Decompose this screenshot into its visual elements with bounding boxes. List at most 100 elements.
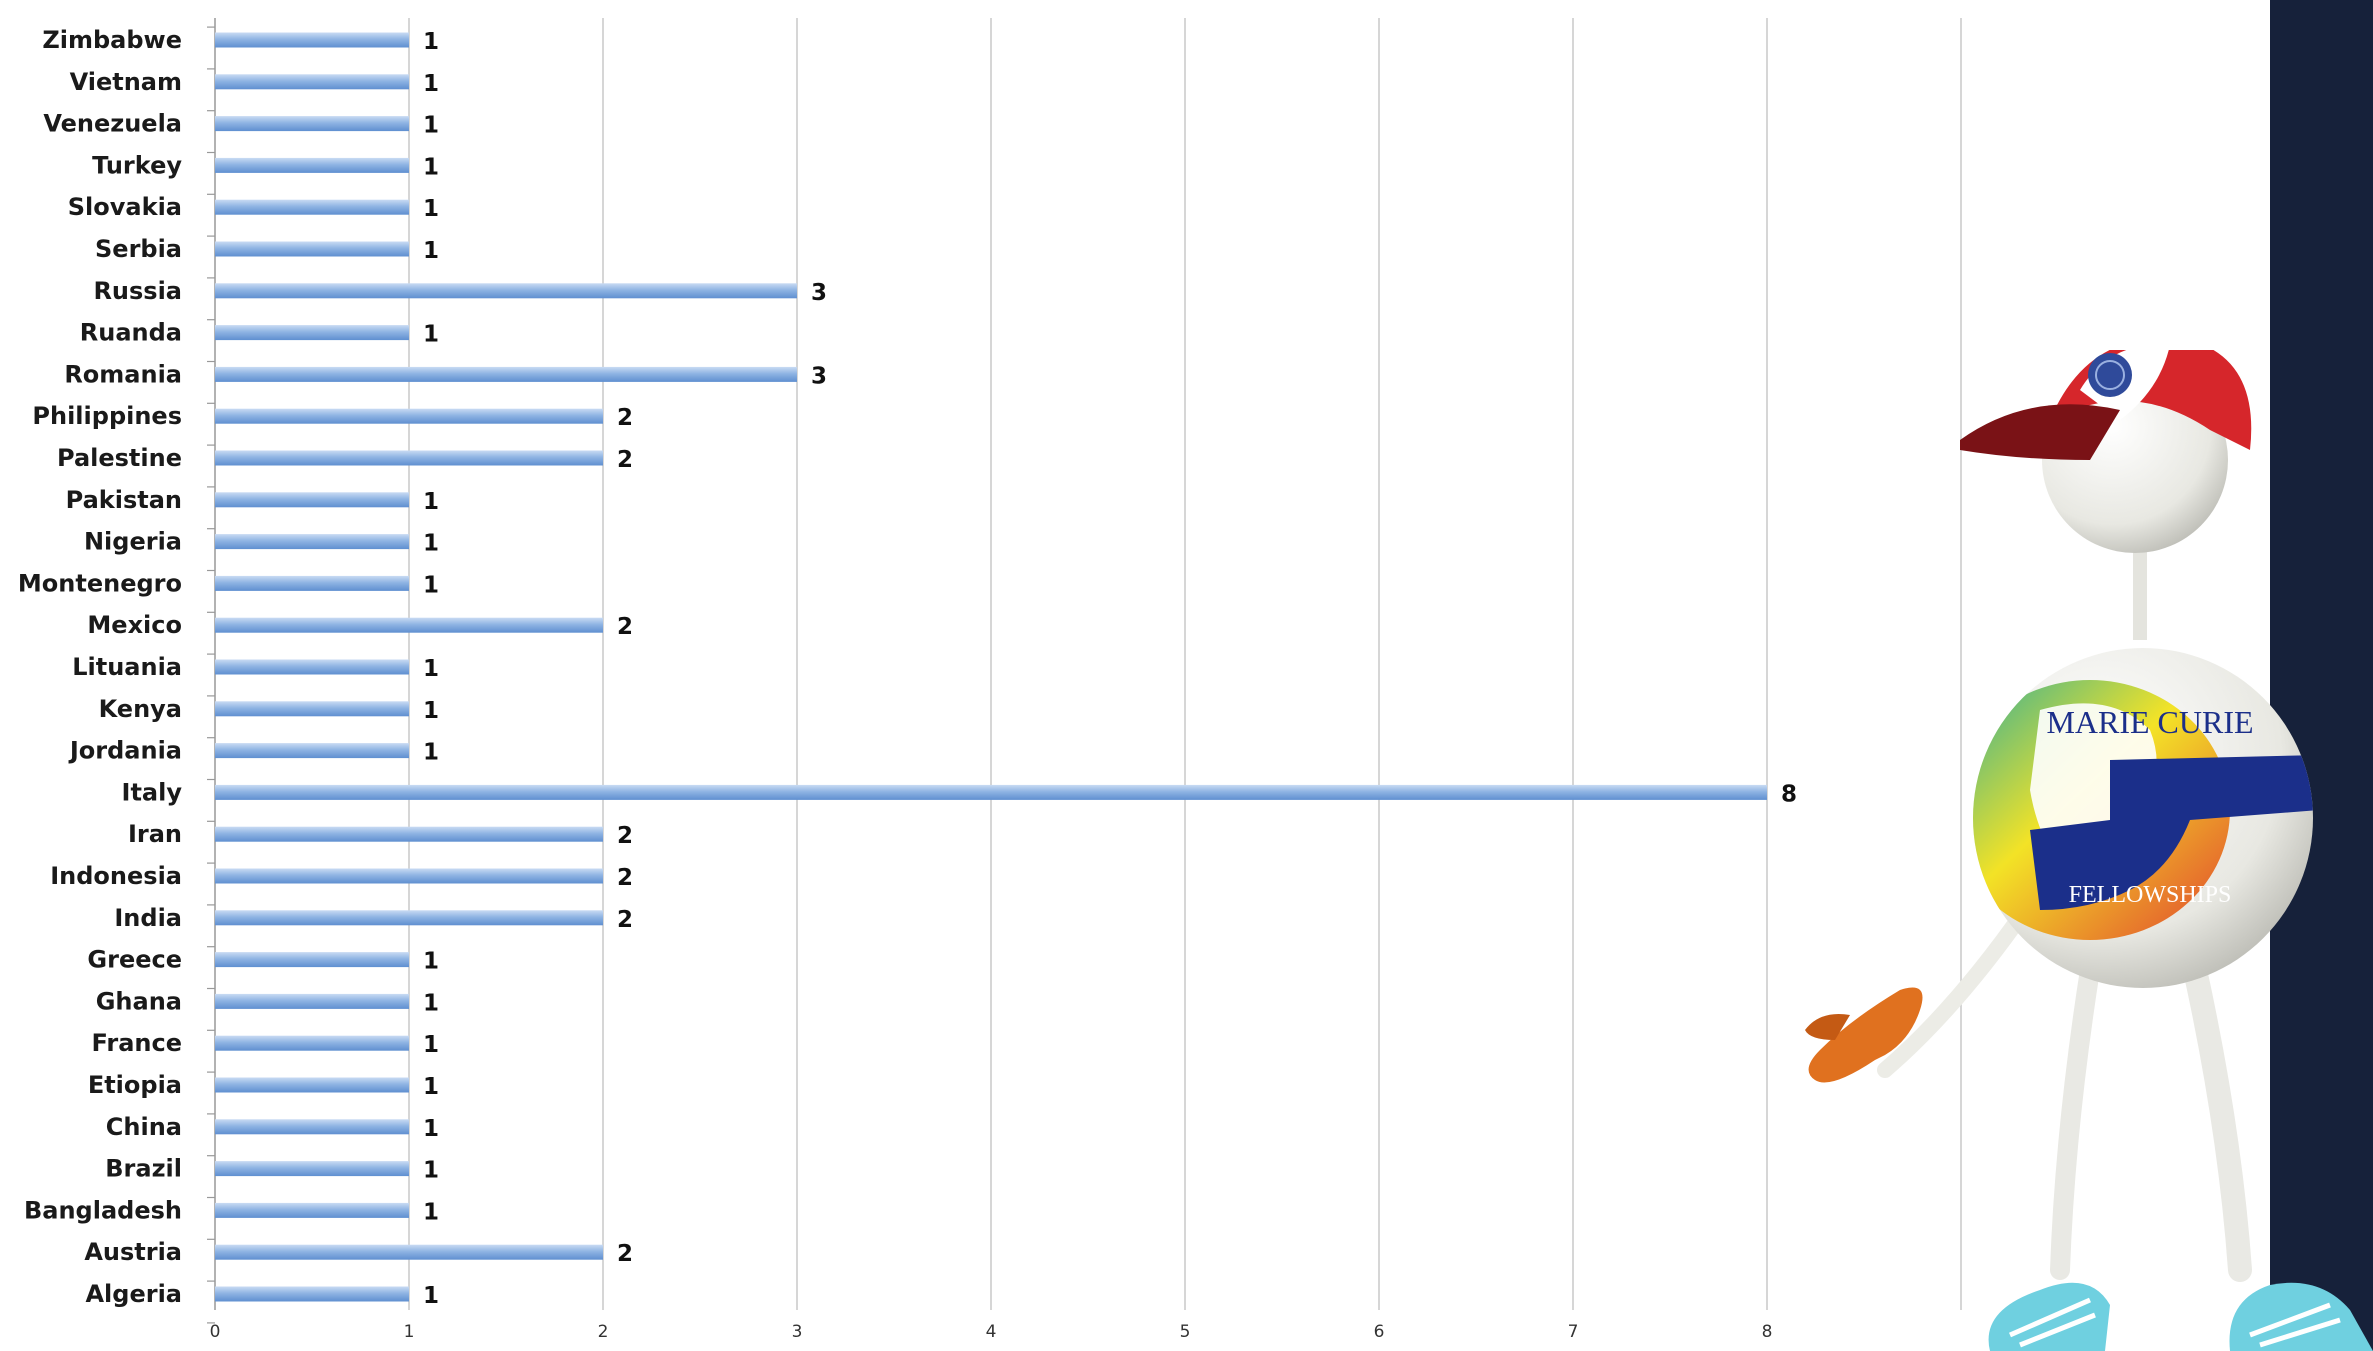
- value-label: 2: [617, 823, 633, 849]
- bar-vietnam: [215, 74, 409, 90]
- bar-venezuela: [215, 116, 409, 132]
- value-label: 1: [423, 1116, 439, 1142]
- bar-pakistan: [215, 492, 409, 508]
- bar-bangladesh: [215, 1202, 409, 1218]
- value-label: 1: [423, 1158, 439, 1184]
- x-tick-label: 7: [1568, 1322, 1579, 1342]
- x-tick-label: 3: [792, 1322, 803, 1342]
- category-label: Bangladesh: [24, 1196, 182, 1224]
- bar-montenegro: [215, 575, 409, 591]
- category-label: Philippines: [32, 402, 182, 430]
- bar-china: [215, 1119, 409, 1135]
- value-label: 1: [423, 1032, 439, 1058]
- value-label: 2: [617, 447, 633, 473]
- left-leg: [2050, 960, 2100, 1280]
- category-label: Zimbabwe: [42, 26, 182, 54]
- bar-etiopia: [215, 1077, 409, 1093]
- category-label: India: [114, 904, 182, 932]
- right-leg: [2183, 958, 2252, 1282]
- bar-slovakia: [215, 199, 409, 215]
- category-label: Russia: [93, 277, 182, 305]
- x-tick-label: 0: [210, 1322, 221, 1342]
- bar-france: [215, 1035, 409, 1051]
- bar-mexico: [215, 617, 603, 633]
- category-label: Greece: [87, 946, 182, 974]
- category-label: Kenya: [99, 695, 182, 723]
- left-arm: [1877, 902, 2033, 1078]
- category-label: Lituania: [72, 653, 182, 681]
- bar-indonesia: [215, 868, 603, 884]
- category-label: Austria: [84, 1238, 182, 1266]
- value-label: 1: [423, 238, 439, 264]
- value-label: 2: [617, 614, 633, 640]
- bar-india: [215, 910, 603, 926]
- value-label: 1: [423, 71, 439, 97]
- bar-brazil: [215, 1161, 409, 1177]
- bar-nigeria: [215, 534, 409, 550]
- value-label: 1: [423, 1074, 439, 1100]
- value-label: 2: [617, 1241, 633, 1267]
- category-label: Montenegro: [18, 569, 182, 597]
- value-label: 2: [617, 865, 633, 891]
- value-label: 1: [423, 29, 439, 55]
- value-label: 1: [423, 1283, 439, 1309]
- category-label: Ghana: [96, 987, 182, 1015]
- category-label: Nigeria: [84, 528, 182, 556]
- bar-zimbabwe: [215, 32, 409, 48]
- category-label: Mexico: [87, 611, 182, 639]
- logo-text-bottom: FELLOWSHIPS: [2069, 882, 2232, 908]
- category-label: Pakistan: [66, 486, 182, 514]
- bar-russia: [215, 283, 797, 299]
- cap-icon: [1960, 350, 2252, 460]
- value-label: 1: [423, 656, 439, 682]
- bar-romania: [215, 366, 797, 382]
- category-label: Turkey: [92, 151, 182, 179]
- x-tick-label: 2: [598, 1322, 609, 1342]
- mascot-figure: MARIE CURIE FELLOWSHIPS: [1805, 350, 2373, 1351]
- bar-turkey: [215, 157, 409, 173]
- x-tick-label: 6: [1374, 1322, 1385, 1342]
- bar-palestine: [215, 450, 603, 466]
- bar-serbia: [215, 241, 409, 257]
- category-label: Algeria: [85, 1280, 182, 1308]
- x-tick-label: 5: [1180, 1322, 1191, 1342]
- value-label: 1: [423, 990, 439, 1016]
- category-label: Serbia: [95, 235, 182, 263]
- bar-ruanda: [215, 325, 409, 341]
- value-label: 1: [423, 322, 439, 348]
- value-label: 3: [811, 363, 827, 389]
- dark-side-panel: [2270, 0, 2373, 1351]
- category-label: Palestine: [57, 444, 182, 472]
- x-tick-label: 1: [404, 1322, 415, 1342]
- category-label: Venezuela: [43, 110, 182, 138]
- neck: [2133, 550, 2147, 640]
- value-label: 1: [423, 740, 439, 766]
- bar-iran: [215, 826, 603, 842]
- bar-algeria: [215, 1286, 409, 1302]
- value-label: 1: [423, 489, 439, 515]
- category-label: Ruanda: [80, 319, 182, 347]
- category-label: Romania: [64, 360, 182, 388]
- bar-jordania: [215, 743, 409, 759]
- value-label: 2: [617, 405, 633, 431]
- bar-greece: [215, 952, 409, 968]
- globe-logo-icon: [1973, 680, 2313, 940]
- value-label: 8: [1781, 781, 1797, 807]
- bar-austria: [215, 1244, 603, 1260]
- category-label: Jordania: [68, 737, 182, 765]
- category-label: Vietnam: [70, 68, 182, 96]
- bar-ghana: [215, 993, 409, 1009]
- x-tick-label: 8: [1762, 1322, 1773, 1342]
- category-label: Italy: [122, 778, 183, 806]
- value-label: 1: [423, 572, 439, 598]
- category-label: China: [106, 1113, 182, 1141]
- value-label: 1: [423, 698, 439, 724]
- category-label: Brazil: [105, 1155, 182, 1183]
- category-label: Iran: [128, 820, 182, 848]
- value-label: 3: [811, 280, 827, 306]
- x-tick-label: 4: [986, 1322, 997, 1342]
- bar-kenya: [215, 701, 409, 717]
- value-label: 1: [423, 1199, 439, 1225]
- bar-lituania: [215, 659, 409, 675]
